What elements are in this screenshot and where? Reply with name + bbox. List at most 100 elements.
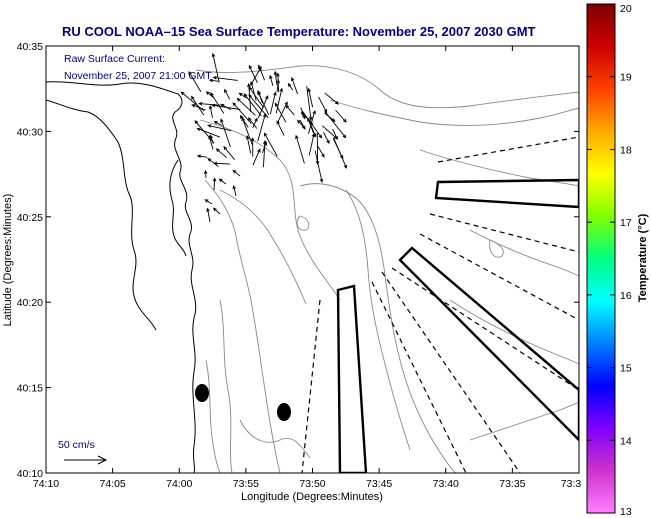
current-vector [287, 83, 294, 91]
current-vector [213, 207, 221, 215]
current-vector [308, 133, 315, 156]
colorbar-label: Temperature (°C) [637, 213, 649, 302]
current-vector [191, 104, 206, 111]
current-vector-head [321, 153, 325, 158]
current-vector [314, 150, 323, 183]
current-vector-head [250, 81, 254, 86]
radar-beam-polygons [336, 178, 579, 473]
current-vector [269, 75, 274, 86]
current-vector-head [257, 148, 261, 153]
current-vector-head [308, 116, 313, 121]
current-vector-head [297, 119, 301, 124]
current-vector [213, 76, 238, 81]
figure-title: RU COOL NOAA–15 Sea Surface Temperature:… [62, 24, 536, 39]
current-vector-head [276, 120, 280, 125]
colorbar-tick-label: 19 [620, 72, 632, 84]
y-axis-ticks: 40:35 40:30 40:25 40:20 40:15 40:10 [17, 41, 579, 480]
current-vector [248, 87, 265, 108]
map-plot-area: 50 cm/s Raw Surface Current: November 25… [45, 45, 580, 474]
x-tick-label: 74:10 [33, 478, 59, 490]
current-vector [241, 117, 253, 145]
current-vector [252, 149, 261, 166]
y-tick-label: 40:25 [17, 212, 43, 224]
colorbar-ticks: 20 19 18 17 16 15 14 13 [587, 3, 632, 518]
current-vector [220, 119, 231, 148]
current-vector-head [319, 178, 324, 184]
current-vector-head [291, 76, 295, 82]
current-vector-head [191, 104, 196, 108]
current-vector [318, 96, 328, 113]
current-vector [208, 124, 232, 132]
current-vector [323, 132, 330, 144]
current-vector-head [295, 134, 299, 139]
current-vector-head [285, 104, 290, 109]
current-vector [209, 79, 219, 82]
x-tick-label: 74:05 [99, 478, 125, 490]
current-vector [197, 128, 221, 138]
current-vector [301, 110, 322, 139]
current-vector-head [232, 185, 236, 190]
current-vector [248, 84, 252, 112]
current-vector [199, 103, 221, 106]
current-vector-head [262, 113, 267, 118]
current-vector-head [206, 207, 210, 212]
current-vector-head [209, 134, 213, 139]
current-vector-head [213, 161, 218, 166]
current-vector-head [247, 83, 251, 88]
colorbar: 20 19 18 17 16 15 14 13 Temperature (°C) [586, 3, 649, 518]
current-vector-head [302, 125, 306, 130]
current-vector-head [208, 135, 212, 140]
current-vector-head [273, 91, 277, 96]
current-vector [181, 91, 205, 112]
current-vector-head [207, 124, 212, 128]
current-vector [248, 117, 258, 129]
current-vector [335, 109, 347, 123]
current-vector-head [180, 91, 185, 96]
x-tick-label: 73:40 [433, 478, 459, 490]
current-vector [216, 148, 227, 158]
station-marker [195, 384, 209, 402]
radar-beam-dashed-lines [301, 136, 579, 473]
current-vector-head [215, 148, 220, 153]
current-vector-head [248, 64, 253, 69]
current-vector-head [343, 164, 347, 169]
current-vector-head [220, 103, 225, 108]
current-vector [269, 92, 276, 115]
current-vector [232, 170, 241, 177]
current-vector [214, 162, 231, 165]
current-vector-head [258, 66, 262, 71]
bay-shoreline [46, 99, 157, 331]
current-vector [291, 77, 299, 95]
current-vector [248, 65, 258, 83]
x-tick-label: 73:55 [233, 478, 259, 490]
current-vector-head [312, 133, 317, 138]
current-vector [306, 86, 312, 120]
current-vector-head [318, 134, 323, 139]
current-vector-head [194, 120, 199, 125]
current-vector [232, 102, 252, 124]
current-vector [308, 88, 314, 108]
current-vector [209, 105, 213, 119]
current-vector-head [334, 136, 338, 141]
coastline [46, 81, 197, 473]
current-vector-head [188, 70, 192, 76]
current-vector-head [205, 91, 210, 96]
current-vector-head [273, 70, 278, 76]
current-vector [239, 92, 247, 99]
y-tick-label: 40:15 [17, 383, 43, 395]
beam-polygon-south [336, 284, 368, 473]
current-vector-head [212, 75, 217, 80]
current-vector [277, 101, 288, 124]
current-vector [240, 115, 249, 128]
current-vector-head [211, 52, 216, 58]
current-vector-head [232, 169, 237, 174]
current-vector-head [239, 114, 244, 119]
y-axis-label: Latitude (Degrees:Minutes) [2, 194, 14, 327]
current-vector-head [264, 95, 269, 100]
y-tick-label: 40:30 [17, 126, 43, 138]
colorbar-tick-label: 16 [620, 290, 632, 302]
current-vector [299, 119, 306, 130]
current-vector [219, 178, 227, 185]
annotation-line-2: November 25, 2007 21:00 GMT [64, 70, 212, 82]
current-vector-head [307, 87, 311, 92]
